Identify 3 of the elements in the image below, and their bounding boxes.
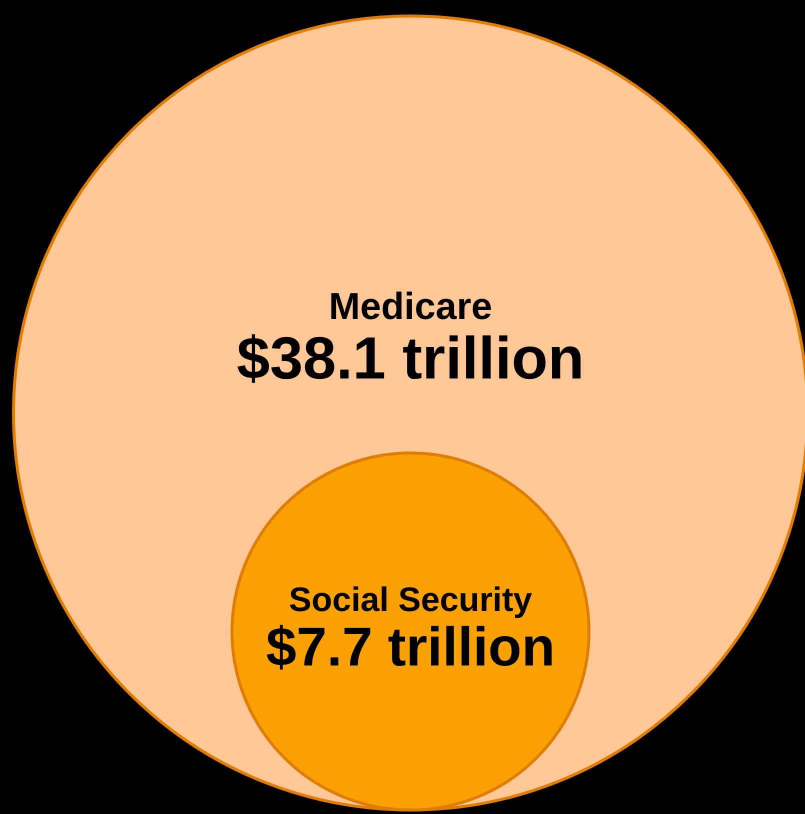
data-label: $38.1 trillion	[236, 324, 584, 392]
category-label: Social Security	[288, 580, 532, 619]
category-label: Medicare	[328, 285, 492, 328]
